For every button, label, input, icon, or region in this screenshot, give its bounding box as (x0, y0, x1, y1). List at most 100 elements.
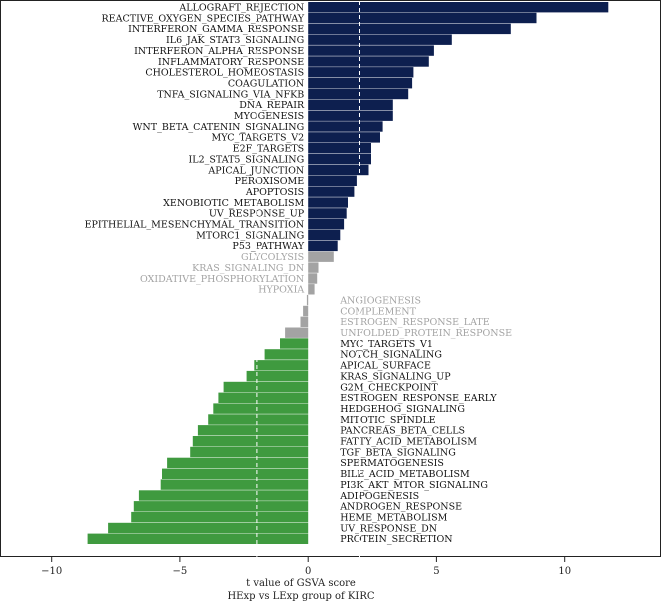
bar-mtorc1-signaling (308, 229, 341, 241)
bar-apical-surface (254, 360, 309, 371)
chart-subtitle: HExp vs LExp group of KIRC (227, 591, 374, 602)
bar-uv-response-up (308, 208, 347, 219)
bar-glycolysis (308, 251, 334, 262)
x-tick-label: 5 (433, 566, 439, 577)
bar-reactive-oxygen-species-pathway (308, 12, 537, 24)
bar-e2f-targets (308, 143, 371, 154)
bar-estrogen-response-early (218, 392, 309, 403)
bar-label: INTERFERON_ALPHA_RESPONSE (134, 46, 304, 57)
bar-bile-acid-metabolism (162, 468, 309, 479)
plot-frame (0, 0, 661, 557)
x-tick-label: −5 (173, 566, 188, 577)
bar-myc-targets-v2 (308, 132, 380, 143)
bar-label: BILE_ACID_METABOLISM (340, 469, 470, 480)
bar-tnfa-signaling-via-nfkb (308, 88, 409, 100)
bar-xenobiotic-metabolism (308, 197, 348, 208)
bar-apical-junction (308, 164, 369, 176)
bar-label: WNT_BETA_CATENIN_SIGNALING (133, 122, 305, 133)
bar-label: ESTROGEN_RESPONSE_EARLY (340, 393, 497, 404)
bar-label: INFLAMMATORY_RESPONSE (158, 57, 304, 68)
bar-label: MTORC1_SIGNALING (196, 230, 304, 241)
bars-group: ALLOGRAFT_REJECTIONREACTIVE_OXYGEN_SPECI… (85, 1, 609, 557)
bar-pancreas-beta-cells (197, 425, 309, 436)
bar-apoptosis (308, 186, 355, 197)
bar-label: ESTROGEN_RESPONSE_LATE (340, 317, 490, 328)
bar-label: UV_RESPONSE_DN (340, 523, 437, 534)
bar-label: UNFOLDED_PROTEIN_RESPONSE (340, 328, 512, 339)
bar-label: G2M_CHECKPOINT (340, 382, 438, 393)
bar-il6-jak-stat3-signaling (308, 34, 452, 45)
bar-label: TGF_BETA_SIGNALING (340, 447, 456, 458)
bar-label: FATTY_ACID_METABOLISM (340, 437, 477, 448)
bar-label: XENOBIOTIC_METABOLISM (163, 198, 304, 209)
bar-interferon-alpha-response (308, 45, 434, 56)
bar-interferon-gamma-response (308, 23, 511, 35)
bar-p53-pathway (308, 240, 338, 252)
x-axis: −10 −5 0 5 10 (41, 557, 571, 577)
bar-dna-repair (308, 99, 393, 110)
bar-myogenesis (308, 110, 393, 121)
x-tick-label: 0 (305, 566, 311, 577)
bar-label: IL2_STAT5_SIGNALING (189, 154, 305, 165)
bar-label: EPITHELIAL_MESENCHYMAL_TRANSITION (85, 220, 305, 231)
bar-mitotic-spindle (208, 414, 309, 425)
bar-label: IL6_JAK_STAT3_SIGNALING (166, 35, 304, 46)
bar-label: TNFA_SIGNALING_VIA_NFKB (157, 89, 304, 100)
bar-label: MYC_TARGETS_V2 (211, 133, 304, 144)
bar-androgen-response (133, 501, 309, 512)
bar-peroxisome (308, 175, 357, 186)
bar-fatty-acid-metabolism (192, 436, 309, 447)
bar-label: APOPTOSIS (245, 187, 304, 198)
bar-label: MITOTIC_SPINDLE (340, 415, 436, 426)
bar-label: APICAL_SURFACE (339, 361, 431, 372)
bar-tgf-beta-signaling (190, 446, 309, 458)
x-axis-title: t value of GSVA score (246, 578, 356, 589)
bar-label: ANGIOGENESIS (339, 296, 421, 307)
bar-label: PANCREAS_BETA_CELLS (340, 426, 465, 437)
bar-label: PROTEIN_SECRETION (340, 534, 452, 545)
bar-oxidative-phosphorylation (308, 273, 318, 284)
bar-coagulation (308, 78, 413, 89)
bar-label: CHOLESTEROL_HOMEOSTASIS (145, 68, 304, 79)
bar-kras-signaling-dn (308, 262, 319, 273)
bar-protein-secretion (87, 533, 309, 544)
bar-complement (303, 305, 309, 317)
bar-label: PEROXISOME (235, 176, 305, 187)
bar-spermatogenesis (167, 457, 309, 469)
bar-label: OXIDATIVE_PHOSPHORYLATION (140, 274, 304, 285)
bar-label: HEME_METABOLISM (340, 513, 447, 524)
bar-label: ALLOGRAFT_REJECTION (178, 3, 304, 14)
bar-il2-stat5-signaling (308, 153, 371, 165)
bar-allograft-rejection (308, 2, 609, 13)
bar-g2m-checkpoint (223, 381, 309, 393)
bar-label: GLYCOLYSIS (241, 252, 304, 263)
bar-notch-signaling (264, 349, 309, 360)
bar-wnt-beta-catenin-signaling (308, 121, 383, 132)
bar-inflammatory-response (308, 56, 429, 67)
bar-angiogenesis (306, 294, 309, 306)
bar-label: ADIPOGENESIS (339, 491, 419, 502)
bar-label: MYC_TARGETS_V1 (340, 339, 433, 350)
bar-unfolded-protein-response (285, 327, 309, 338)
bar-uv-response-dn (108, 522, 309, 534)
x-tick-label: 10 (558, 566, 571, 577)
bar-label: PI3K_AKT_MTOR_SIGNALING (340, 480, 488, 491)
bar-adipogenesis (138, 490, 309, 501)
bar-label: E2F_TARGETS (233, 144, 305, 155)
bar-epithelial-mesenchymal-transition (308, 219, 345, 230)
bar-hedgehog-signaling (213, 403, 309, 414)
bar-label: NOTCH_SIGNALING (340, 350, 442, 361)
bar-hypoxia (308, 284, 315, 295)
bar-label: MYOGENESIS (234, 111, 304, 122)
bar-label: KRAS_SIGNALING_UP (340, 371, 451, 382)
bar-label: REACTIVE_OXYGEN_SPECIES_PATHWAY (102, 13, 305, 24)
bar-label: DNA_REPAIR (239, 100, 305, 111)
bar-label: HYPOXIA (258, 285, 304, 296)
bar-myc-targets-v1 (280, 338, 309, 349)
bar-label: APICAL_JUNCTION (207, 165, 304, 176)
bar-label: INTERFERON_GAMMA_RESPONSE (128, 24, 304, 35)
bar-label: ANDROGEN_RESPONSE (339, 502, 462, 513)
bar-cholesterol-homeostasis (308, 67, 414, 78)
bar-label: COAGULATION (228, 79, 304, 90)
